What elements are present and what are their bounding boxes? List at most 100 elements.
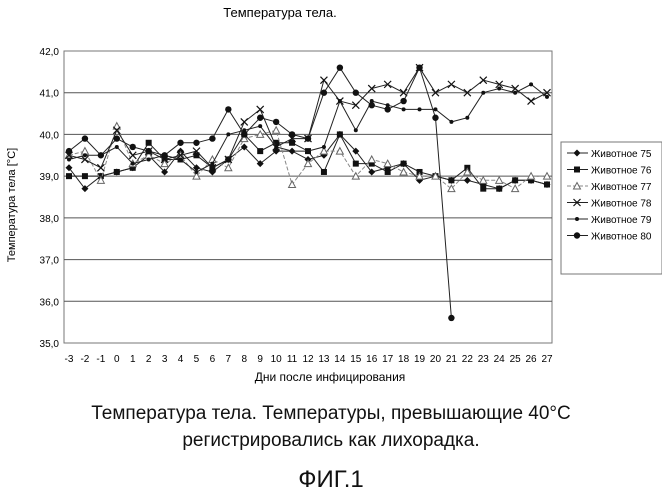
x-tick-label: 4	[178, 354, 184, 365]
data-point	[465, 116, 469, 120]
chart-title: Температура тела.	[223, 5, 336, 20]
y-tick-label: 38,0	[40, 214, 60, 225]
legend-label: Животное 77	[591, 182, 652, 193]
data-point	[513, 91, 517, 95]
data-point	[114, 135, 120, 141]
x-tick-label: 10	[271, 354, 283, 365]
y-tick-label: 42,0	[40, 47, 60, 58]
data-point	[257, 148, 263, 154]
x-tick-label: 12	[302, 354, 314, 365]
x-tick-label: 17	[382, 354, 394, 365]
data-point	[257, 115, 263, 121]
data-point	[496, 186, 502, 192]
y-tick-label: 39,0	[40, 172, 60, 183]
data-point	[226, 132, 230, 136]
data-point	[289, 131, 295, 137]
data-point	[353, 161, 359, 167]
plot-frame	[64, 51, 552, 343]
data-point	[146, 140, 152, 146]
data-point	[544, 181, 550, 187]
data-point	[179, 157, 183, 161]
data-point	[98, 152, 104, 158]
y-tick-label: 37,0	[40, 256, 60, 267]
data-point	[82, 173, 88, 179]
x-tick-label: 8	[241, 354, 247, 365]
data-point	[67, 157, 71, 161]
data-point	[400, 98, 406, 104]
legend-marker	[574, 167, 580, 173]
x-tick-label: 0	[114, 354, 120, 365]
x-tick-label: 23	[478, 354, 490, 365]
data-point	[147, 157, 151, 161]
x-tick-label: 14	[334, 354, 346, 365]
legend-label: Животное 76	[591, 166, 652, 177]
x-tick-label: 18	[398, 354, 410, 365]
x-tick-label: 15	[350, 354, 362, 365]
y-tick-label: 40,0	[40, 130, 60, 141]
data-point	[512, 177, 518, 183]
data-point	[66, 148, 72, 154]
figure-label: ФИГ.1	[0, 466, 662, 494]
data-point	[353, 90, 359, 96]
data-point	[322, 145, 326, 149]
x-tick-label: 5	[194, 354, 200, 365]
data-point	[402, 107, 406, 111]
data-point	[274, 145, 278, 149]
data-point	[354, 128, 358, 132]
x-tick-label: 6	[210, 354, 216, 365]
data-point	[225, 106, 231, 112]
caption-line-1: Температура тела. Температуры, превышающ…	[0, 404, 662, 423]
data-point	[115, 145, 119, 149]
data-point	[258, 124, 262, 128]
x-tick-label: 13	[318, 354, 330, 365]
data-point	[209, 135, 215, 141]
data-point	[338, 99, 342, 103]
x-tick-label: 20	[430, 354, 442, 365]
data-point	[161, 152, 167, 158]
x-tick-label: 1	[130, 354, 136, 365]
data-point	[384, 106, 390, 112]
caption-line-2: регистрировались как лихорадка.	[0, 431, 662, 450]
x-tick-label: 2	[146, 354, 152, 365]
data-point	[497, 87, 501, 91]
x-tick-labels: -3-2-10123456789101112131415161718192021…	[65, 354, 553, 365]
y-axis-label: Температура тела [°C]	[6, 148, 18, 262]
data-point	[145, 148, 151, 154]
data-point	[114, 169, 120, 175]
x-tick-label: 16	[366, 354, 378, 365]
data-point	[416, 64, 422, 70]
data-point	[321, 90, 327, 96]
data-point	[480, 186, 486, 192]
x-tick-label: 21	[446, 354, 458, 365]
data-point	[545, 95, 549, 99]
x-tick-label: 19	[414, 354, 426, 365]
data-point	[130, 144, 136, 150]
x-tick-label: 3	[162, 354, 168, 365]
legend: Животное 75Животное 76Животное 77Животно…	[561, 142, 662, 274]
data-point	[241, 131, 247, 137]
legend-marker	[575, 217, 579, 221]
x-tick-label: 22	[462, 354, 474, 365]
y-tick-label: 35,0	[40, 339, 60, 350]
legend-label: Животное 80	[591, 232, 652, 243]
data-point	[210, 162, 214, 166]
x-axis-label: Дни после инфицирования	[255, 370, 406, 384]
x-tick-label: 7	[226, 354, 232, 365]
data-point	[337, 64, 343, 70]
y-tick-label: 41,0	[40, 89, 60, 100]
data-point	[131, 162, 135, 166]
data-point	[529, 82, 533, 86]
x-tick-label: -2	[80, 354, 89, 365]
data-point	[290, 149, 294, 153]
x-tick-label: -3	[65, 354, 74, 365]
data-point	[194, 170, 198, 174]
x-tick-label: 25	[510, 354, 522, 365]
chart-area: Температура тела. 35,036,037,038,039,040…	[0, 0, 662, 400]
legend-marker	[574, 232, 580, 238]
x-tick-label: -1	[96, 354, 105, 365]
data-point	[193, 140, 199, 146]
data-point	[448, 177, 454, 183]
data-point	[449, 120, 453, 124]
data-point	[321, 169, 327, 175]
data-point	[82, 135, 88, 141]
